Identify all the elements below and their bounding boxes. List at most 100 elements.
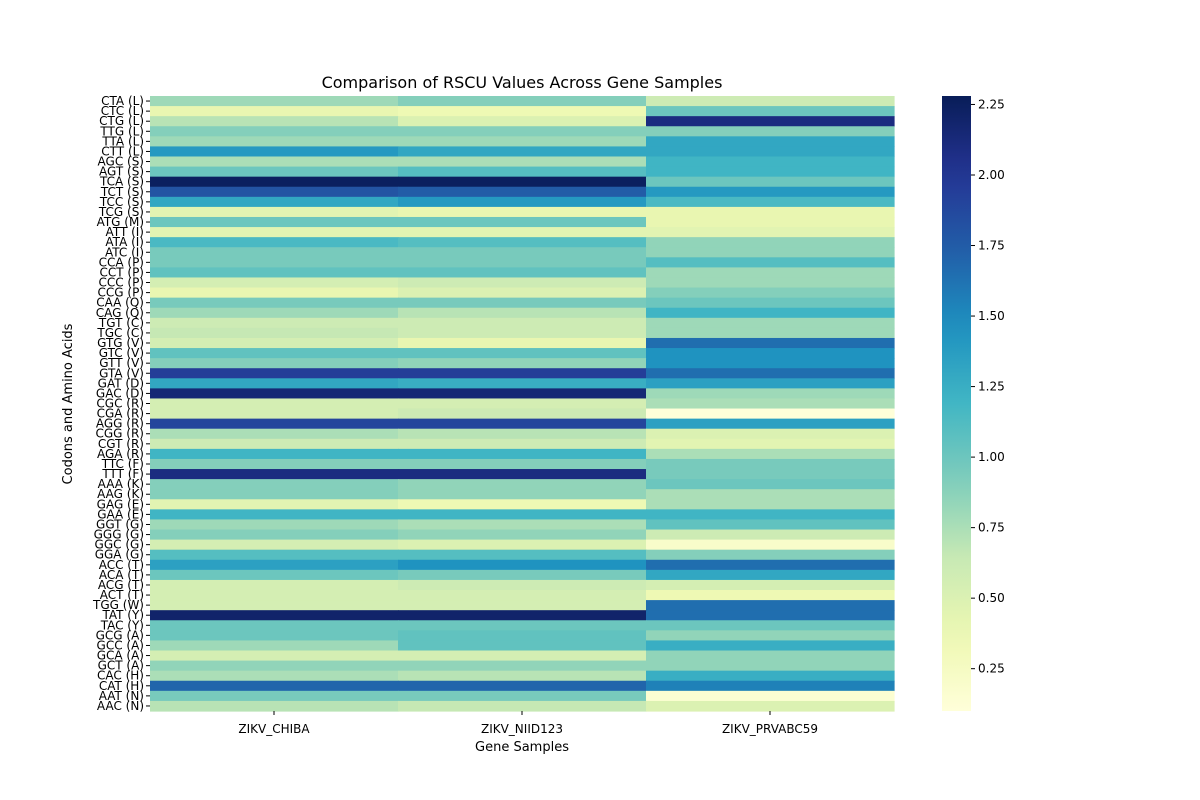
heatmap-cell [646,600,895,611]
heatmap-cell [150,156,399,168]
y-tick-label: TTT (F) [101,467,144,481]
heatmap-cell [646,539,895,551]
heatmap-cell [398,116,647,127]
heatmap-cell [150,559,399,571]
heatmap-cell [150,348,399,359]
heatmap-cell [646,569,895,581]
heatmap-cell [150,166,399,178]
y-tick-label: CCC (P) [98,276,144,290]
heatmap-cell [398,590,647,601]
heatmap-cell [398,267,647,279]
heatmap-cell [150,590,399,601]
heatmap-cell [150,499,399,510]
heatmap-cell [646,146,895,158]
y-tick-label: AGT (S) [99,165,144,179]
y-tick-label: GCA (A) [97,649,144,663]
heatmap-cell [646,670,895,682]
heatmap-cell [646,398,895,410]
heatmap-cell [646,469,895,480]
heatmap-cell [398,690,647,702]
colorbar [942,96,971,711]
heatmap-cell [646,227,895,238]
heatmap-cell [398,196,647,208]
heatmap-cell [150,519,399,531]
y-tick-label: GGC (G) [95,538,144,552]
heatmap-cell [646,630,895,642]
heatmap-cell [398,398,647,410]
heatmap-cell [646,287,895,299]
heatmap-cell [150,700,399,712]
heatmap-cell [150,660,399,672]
y-tick-label: TCT (S) [100,185,144,199]
y-tick-label: TTC (F) [101,457,144,471]
chart-title: Comparison of RSCU Values Across Gene Sa… [322,73,723,92]
heatmap-cell [398,539,647,551]
colorbar-tick-label: 1.25 [978,380,1005,394]
heatmap-cell [398,166,647,178]
y-tick-label: CCG (P) [98,286,144,300]
heatmap-cell [398,247,647,258]
heatmap-cell [398,408,647,420]
heatmap-cell [150,670,399,682]
heatmap-cell [398,660,647,672]
colorbar-tick-label: 0.50 [978,591,1005,605]
y-tick-label: CGC (R) [96,397,144,411]
heatmap-cell [398,358,647,369]
heatmap-cell [150,368,399,379]
heatmap-cell [150,96,399,107]
heatmap-cell [150,509,399,521]
heatmap-cell [150,136,399,148]
heatmap-cell [646,499,895,510]
y-tick-label: CAA (Q) [96,296,144,310]
heatmap-cell [150,529,399,541]
heatmap-cell [150,469,399,480]
y-tick-label: ATT (I) [106,225,144,239]
heatmap-cell [646,448,895,460]
heatmap-cell [398,549,647,561]
y-tick-label: GCT (A) [98,659,144,673]
heatmap-cell [398,448,647,460]
heatmap-cell [398,216,647,228]
heatmap-cell [398,136,647,148]
heatmap-cell [398,700,647,712]
y-tick-label: GTG (V) [97,336,144,350]
y-tick-label: TAT (Y) [101,608,144,622]
heatmap-cell [646,418,895,430]
colorbar-tick-label: 1.00 [978,450,1005,464]
y-tick-label: CGG (R) [96,427,145,441]
heatmap-cell [646,590,895,601]
heatmap-cell [150,247,399,258]
colorbar-tick-label: 0.25 [978,662,1005,676]
y-tick-label: TGC (C) [96,326,144,340]
heatmap-cell [398,680,647,692]
y-tick-label: ACG (T) [98,578,144,592]
heatmap-cell [150,237,399,248]
heatmap-cell [646,237,895,248]
heatmap-cell [646,297,895,309]
heatmap-cell [398,277,647,289]
heatmap-cell [398,378,647,389]
heatmap-cell [646,509,895,521]
y-tick-label: AAG (K) [97,487,144,501]
y-tick-label: GAA (E) [97,507,144,521]
y-tick-label: GTC (V) [99,346,144,360]
heatmap-cell [646,196,895,208]
heatmap-cell [398,620,647,631]
heatmap-cell [150,206,399,218]
y-tick-label: GAG (E) [97,497,144,511]
heatmap-cell [398,176,647,188]
heatmap-cell [646,337,895,349]
heatmap-cell [646,327,895,339]
heatmap-cell [150,690,399,702]
heatmap-cell [646,216,895,228]
y-tick-label: AGC (S) [98,155,144,169]
heatmap-cell [398,509,647,521]
heatmap-cell [150,549,399,561]
heatmap-cell [646,166,895,178]
y-tick-label: CAG (Q) [96,306,144,320]
heatmap-cell [646,307,895,319]
heatmap-cell [646,640,895,652]
heatmap-cell [646,650,895,662]
heatmap-cell [150,257,399,268]
